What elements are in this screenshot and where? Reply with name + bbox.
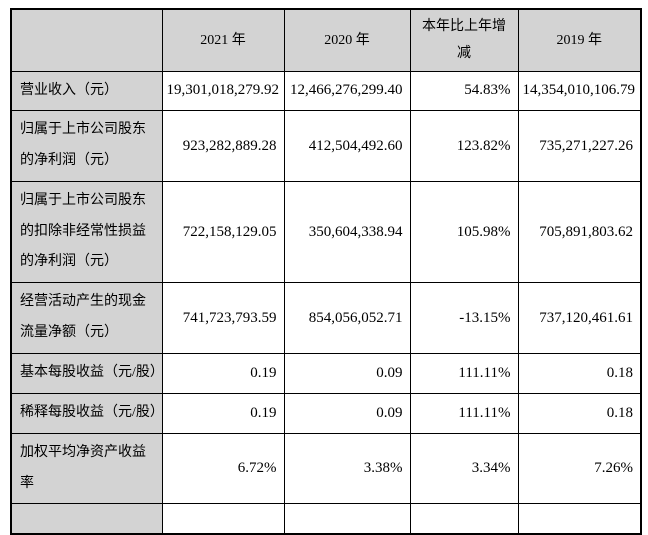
value-cell: 105.98% (409, 180, 519, 284)
value-cell: 0.09 (283, 353, 411, 395)
table-row-diluted-eps: 稀释每股收益（元/股） 0.19 0.09 111.11% 0.18 (10, 393, 642, 434)
row-label-cell: 经营活动产生的现金流量净额（元） (10, 282, 163, 355)
row-label-cell: 加权平均净资产收益率 (10, 432, 163, 505)
value-cell: 923,282,889.28 (161, 110, 285, 182)
table-row-weighted-avg-roe: 加权平均净资产收益率 6.72% 3.38% 3.34% 7.26% (10, 432, 642, 505)
value-cell: 14,354,010,106.79 (517, 70, 642, 112)
value-cell: 19,301,018,279.92 (161, 70, 285, 112)
value-cell (161, 503, 285, 535)
header-cell-2021: 2021 年 (161, 8, 285, 72)
value-cell: 7.26% (517, 432, 642, 505)
row-label-cell: 营业收入（元） (10, 70, 163, 112)
financial-results-table: 2021 年 2020 年 本年比上年增减 2019 年 营业收入（元） 19,… (10, 8, 642, 535)
value-cell: 12,466,276,299.40 (283, 70, 411, 112)
header-cell-2020: 2020 年 (283, 8, 411, 72)
row-label-cell: 稀释每股收益（元/股） (10, 393, 163, 434)
value-cell: 705,891,803.62 (517, 180, 642, 284)
row-label-cell: 归属于上市公司股东的净利润（元） (10, 110, 163, 182)
value-cell: 3.38% (283, 432, 411, 505)
value-cell: 111.11% (409, 393, 519, 434)
row-label-cell: 归属于上市公司股东的扣除非经常性损益的净利润（元） (10, 180, 163, 284)
value-cell: 54.83% (409, 70, 519, 112)
value-cell (283, 503, 411, 535)
value-cell: -13.15% (409, 282, 519, 355)
row-label-cell: 基本每股收益（元/股） (10, 353, 163, 395)
value-cell: 741,723,793.59 (161, 282, 285, 355)
header-cell-blank (10, 8, 163, 72)
table-row-net-profit-excl-nonrecurring: 归属于上市公司股东的扣除非经常性损益的净利润（元） 722,158,129.05… (10, 180, 642, 284)
table-row-basic-eps: 基本每股收益（元/股） 0.19 0.09 111.11% 0.18 (10, 353, 642, 395)
value-cell: 3.34% (409, 432, 519, 505)
value-cell: 735,271,227.26 (517, 110, 642, 182)
table-row-net-profit: 归属于上市公司股东的净利润（元） 923,282,889.28 412,504,… (10, 110, 642, 182)
row-label-cell (10, 503, 163, 535)
value-cell: 6.72% (161, 432, 285, 505)
value-cell: 412,504,492.60 (283, 110, 411, 182)
header-row: 2021 年 2020 年 本年比上年增减 2019 年 (10, 8, 642, 72)
value-cell: 350,604,338.94 (283, 180, 411, 284)
value-cell: 0.19 (161, 353, 285, 395)
value-cell: 0.18 (517, 393, 642, 434)
table-row-revenue: 营业收入（元） 19,301,018,279.92 12,466,276,299… (10, 70, 642, 112)
table-row-clipped (10, 503, 642, 535)
value-cell: 0.18 (517, 353, 642, 395)
value-cell: 854,056,052.71 (283, 282, 411, 355)
value-cell: 737,120,461.61 (517, 282, 642, 355)
value-cell: 722,158,129.05 (161, 180, 285, 284)
header-cell-2019: 2019 年 (517, 8, 642, 72)
value-cell (409, 503, 519, 535)
table-row-operating-cash-flow: 经营活动产生的现金流量净额（元） 741,723,793.59 854,056,… (10, 282, 642, 355)
value-cell: 0.19 (161, 393, 285, 434)
value-cell: 0.09 (283, 393, 411, 434)
value-cell: 111.11% (409, 353, 519, 395)
header-cell-yoy-change: 本年比上年增减 (409, 8, 519, 72)
value-cell (517, 503, 642, 535)
value-cell: 123.82% (409, 110, 519, 182)
